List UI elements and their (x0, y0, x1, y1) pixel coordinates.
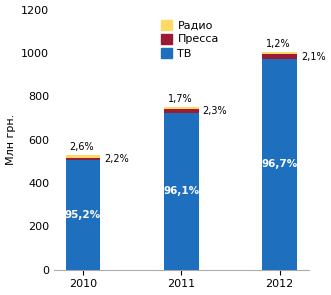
Text: 95,2%: 95,2% (65, 210, 101, 220)
Bar (66, 158, 100, 160)
Text: 96,1%: 96,1% (163, 186, 199, 196)
Text: 1,2%: 1,2% (266, 39, 291, 49)
Bar (164, 106, 199, 109)
Bar (164, 113, 199, 270)
Text: 2,1%: 2,1% (301, 52, 325, 62)
Bar (66, 160, 100, 270)
Bar (262, 52, 297, 55)
Text: 2,2%: 2,2% (104, 154, 129, 164)
Bar (66, 155, 100, 158)
Text: 1,7%: 1,7% (168, 94, 193, 104)
Text: 96,7%: 96,7% (261, 159, 298, 169)
Text: 2,3%: 2,3% (203, 106, 227, 116)
Y-axis label: Млн грн.: Млн грн. (6, 114, 16, 165)
Bar (164, 109, 199, 113)
Bar (262, 59, 297, 270)
Bar (262, 55, 297, 59)
Legend: Радио, Пресса, ТВ: Радио, Пресса, ТВ (156, 15, 223, 63)
Text: 2,6%: 2,6% (70, 142, 94, 152)
